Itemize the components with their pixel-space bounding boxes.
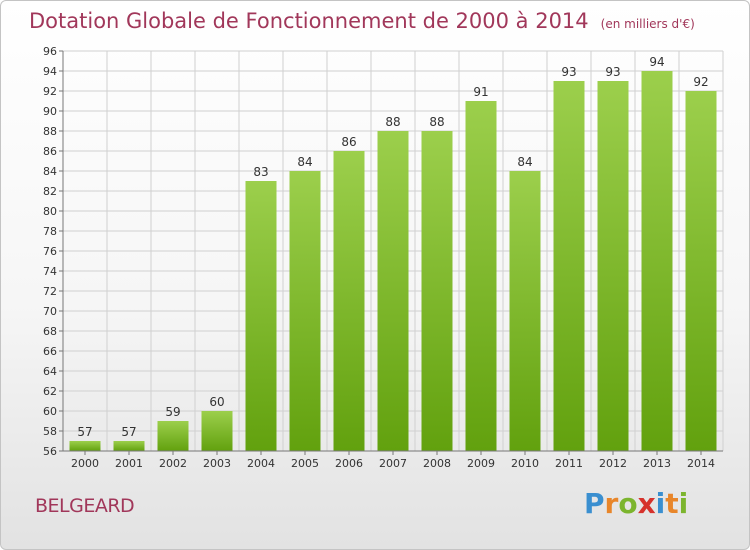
x-tick-label: 2010	[511, 457, 539, 470]
bar-value-label: 93	[561, 65, 576, 79]
logo-letter: P	[584, 487, 605, 520]
commune-name: BELGEARD	[35, 495, 135, 517]
bar-2012	[597, 81, 629, 451]
y-tick-label: 82	[43, 185, 57, 198]
bar-value-label: 57	[77, 425, 92, 439]
y-tick-label: 64	[43, 365, 57, 378]
y-tick-label: 62	[43, 385, 57, 398]
y-tick-label: 68	[43, 325, 57, 338]
y-tick-label: 60	[43, 405, 57, 418]
bar-2001	[113, 441, 145, 451]
y-tick-label: 78	[43, 225, 57, 238]
x-tick-label: 2007	[379, 457, 407, 470]
y-tick-label: 72	[43, 285, 57, 298]
x-tick-label: 2001	[115, 457, 143, 470]
x-tick-label: 2000	[71, 457, 99, 470]
x-tick-label: 2004	[247, 457, 275, 470]
y-tick-label: 74	[43, 265, 57, 278]
bar-value-label: 93	[605, 65, 620, 79]
bar-2009	[465, 101, 497, 451]
x-tick-label: 2005	[291, 457, 319, 470]
x-tick-label: 2014	[687, 457, 715, 470]
bar-2002	[157, 421, 189, 451]
y-tick-label: 80	[43, 205, 57, 218]
y-tick-label: 96	[43, 45, 57, 58]
logo-letter: i	[678, 487, 689, 520]
logo-letter: o	[618, 487, 638, 520]
bar-2008	[421, 131, 453, 451]
bar-2000	[69, 441, 101, 451]
chart-title-text: Dotation Globale de Fonctionnement de 20…	[29, 9, 589, 33]
bar-2003	[201, 411, 233, 451]
y-tick-label: 86	[43, 145, 57, 158]
y-tick-label: 58	[43, 425, 57, 438]
bar-value-label: 86	[341, 135, 356, 149]
y-tick-label: 76	[43, 245, 57, 258]
bar-2005	[289, 171, 321, 451]
logo-letter: r	[604, 487, 619, 520]
y-tick-label: 92	[43, 85, 57, 98]
bar-2014	[685, 91, 717, 451]
x-tick-label: 2009	[467, 457, 495, 470]
logo-letter: x	[637, 487, 656, 520]
bar-2013	[641, 71, 673, 451]
y-tick-label: 88	[43, 125, 57, 138]
bar-value-label: 84	[297, 155, 312, 169]
y-tick-label: 56	[43, 445, 57, 458]
bar-2006	[333, 151, 365, 451]
x-tick-label: 2013	[643, 457, 671, 470]
bar-value-label: 60	[209, 395, 224, 409]
bar-2010	[509, 171, 541, 451]
chart-unit-label: (en milliers d'€)	[600, 17, 695, 31]
y-tick-label: 84	[43, 165, 57, 178]
chart-title: Dotation Globale de Fonctionnement de 20…	[29, 9, 695, 33]
x-tick-label: 2006	[335, 457, 363, 470]
x-tick-label: 2012	[599, 457, 627, 470]
y-tick-label: 66	[43, 345, 57, 358]
bar-value-label: 83	[253, 165, 268, 179]
bar-value-label: 92	[693, 75, 708, 89]
bar-value-label: 88	[429, 115, 444, 129]
bar-value-label: 94	[649, 55, 664, 69]
x-tick-label: 2002	[159, 457, 187, 470]
bar-value-label: 84	[517, 155, 532, 169]
logo-letter: i	[655, 487, 666, 520]
bar-value-label: 88	[385, 115, 400, 129]
y-tick-label: 94	[43, 65, 57, 78]
x-tick-label: 2003	[203, 457, 231, 470]
bar-2011	[553, 81, 585, 451]
bar-2007	[377, 131, 409, 451]
proxiti-logo: Proxiti	[584, 487, 688, 520]
logo-letter: t	[665, 487, 679, 520]
x-tick-label: 2008	[423, 457, 451, 470]
bar-value-label: 59	[165, 405, 180, 419]
bar-2004	[245, 181, 277, 451]
bar-value-label: 57	[121, 425, 136, 439]
bar-value-label: 91	[473, 85, 488, 99]
x-tick-label: 2011	[555, 457, 583, 470]
y-tick-label: 70	[43, 305, 57, 318]
y-tick-label: 90	[43, 105, 57, 118]
